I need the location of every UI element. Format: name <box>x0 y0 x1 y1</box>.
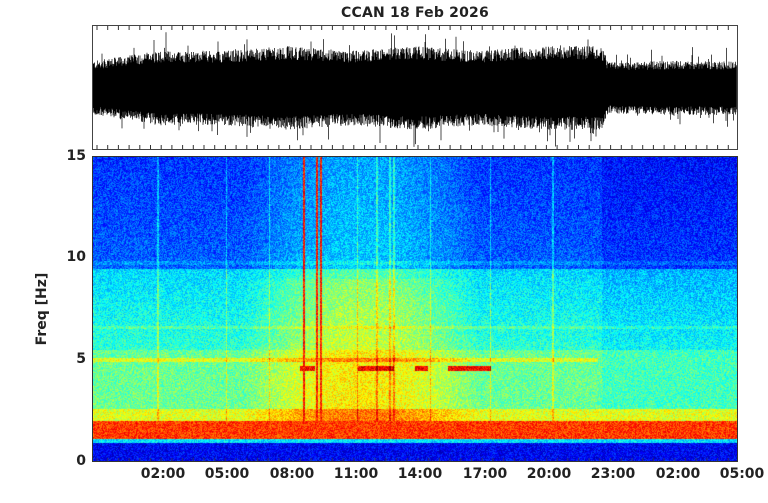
x-tick: 05:00 <box>719 466 765 482</box>
spectrogram-panel <box>92 156 738 462</box>
y-axis-label: Freq [Hz] <box>34 272 50 346</box>
x-tick: 08:00 <box>269 466 315 482</box>
x-tick: 14:00 <box>397 466 443 482</box>
x-tick: 05:00 <box>204 466 250 482</box>
y-tick-15: 15 <box>66 148 86 164</box>
spectrogram-heatmap <box>93 157 737 461</box>
x-tick: 11:00 <box>333 466 379 482</box>
x-tick: 02:00 <box>140 466 186 482</box>
x-tick: 17:00 <box>462 466 508 482</box>
y-tick-5: 5 <box>76 351 86 367</box>
y-tick-0: 0 <box>76 453 86 469</box>
seismogram-trace <box>93 26 737 149</box>
chart-title: CCAN 18 Feb 2026 <box>341 5 489 21</box>
seismogram-panel <box>92 25 738 150</box>
x-tick: 20:00 <box>526 466 572 482</box>
x-tick: 23:00 <box>590 466 636 482</box>
x-tick: 02:00 <box>655 466 701 482</box>
y-tick-10: 10 <box>66 249 86 265</box>
